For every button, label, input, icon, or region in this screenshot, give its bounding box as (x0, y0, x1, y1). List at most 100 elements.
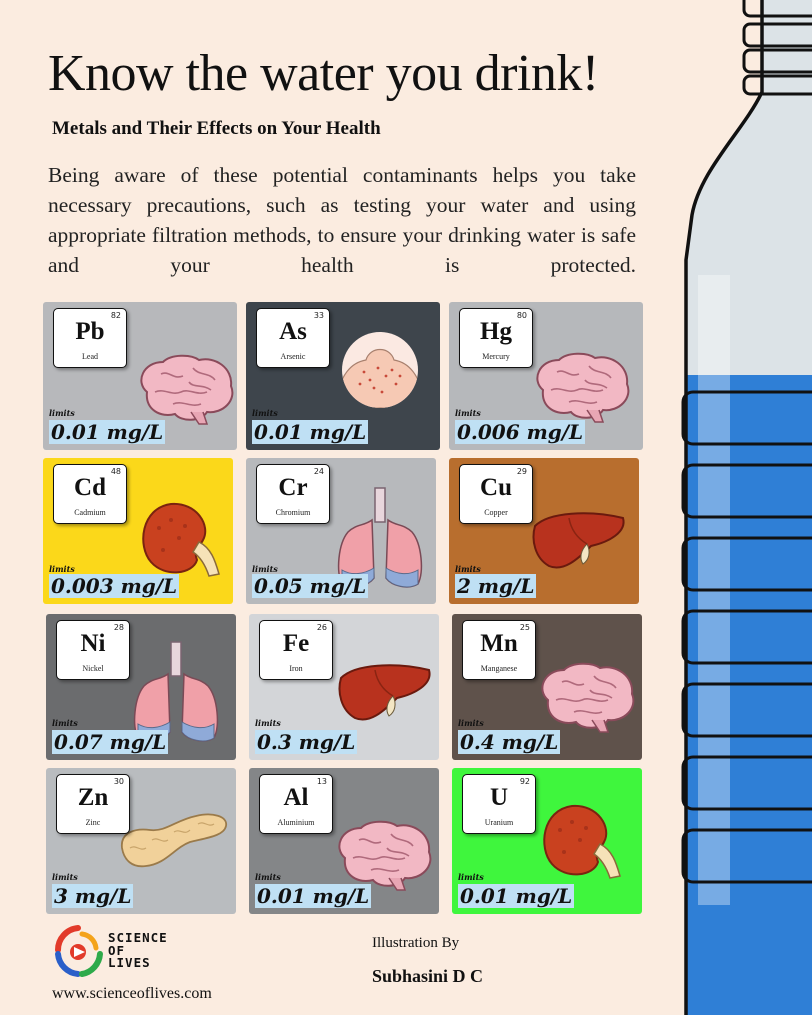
element-tile: 29 Cu Copper (459, 464, 533, 524)
atomic-number: 33 (313, 311, 324, 320)
limit-value: 0.006 mg/L (455, 420, 586, 444)
limits-label: limits (49, 408, 75, 418)
atomic-number: 82 (110, 311, 121, 320)
brain-icon (529, 350, 633, 428)
limits-label: limits (255, 718, 281, 728)
brain-icon (534, 660, 638, 738)
limits-label: limits (52, 718, 78, 728)
limit-value: 0.003 mg/L (49, 574, 180, 598)
kidney-icon (135, 498, 225, 584)
atomic-number: 24 (313, 467, 324, 476)
element-symbol: As (279, 318, 307, 345)
element-symbol: Cd (74, 474, 106, 501)
element-name: Copper (484, 508, 508, 517)
element-tile: 28 Ni Nickel (56, 620, 130, 680)
element-symbol: Mn (480, 630, 518, 657)
element-name: Arsenic (280, 352, 306, 361)
metal-card-chromium: 24 Cr Chromium limits 0.05 mg/L (246, 458, 436, 604)
limit-value: 0.01 mg/L (252, 420, 369, 444)
limit-value: 0.01 mg/L (458, 884, 575, 908)
element-tile: 82 Pb Lead (53, 308, 127, 368)
element-symbol: Cr (278, 474, 308, 501)
limit-value: 0.07 mg/L (52, 730, 169, 754)
element-symbol: Ni (80, 630, 106, 657)
limit-value: 0.01 mg/L (49, 420, 166, 444)
element-tile: 25 Mn Manganese (462, 620, 536, 680)
element-tile: 26 Fe Iron (259, 620, 333, 680)
water-bottle-illustration (681, 0, 812, 1015)
element-name: Chromium (275, 508, 311, 517)
science-of-lives-logo (54, 925, 103, 977)
brain-icon (133, 352, 237, 430)
limits-label: limits (252, 564, 278, 574)
description-paragraph: Being aware of these potential contamina… (48, 163, 636, 277)
element-symbol: Cu (480, 474, 512, 501)
element-symbol: Al (283, 784, 309, 811)
brain-icon (331, 818, 435, 896)
limits-label: limits (49, 564, 75, 574)
metal-card-arsenic: 33 As Arsenic limits 0.01 mg/L (246, 302, 440, 450)
metal-card-manganese: 25 Mn Manganese limits 0.4 mg/L (452, 614, 642, 760)
element-name: Lead (82, 352, 98, 361)
atomic-number: 26 (316, 623, 327, 632)
element-tile: 13 Al Aluminium (259, 774, 333, 834)
atomic-number: 80 (516, 311, 527, 320)
element-symbol: Fe (282, 630, 310, 657)
limit-value: 0.01 mg/L (255, 884, 372, 908)
element-symbol: Pb (75, 318, 105, 345)
element-tile: 92 U Uranium (462, 774, 536, 834)
element-tile: 33 As Arsenic (256, 308, 330, 368)
limit-value: 0.05 mg/L (252, 574, 369, 598)
metal-card-nickel: 28 Ni Nickel limits 0.07 mg/L (46, 614, 236, 760)
metal-card-copper: 29 Cu Copper limits 2 mg/L (449, 458, 639, 604)
element-name: Cadmium (74, 508, 106, 517)
element-name: Zinc (85, 818, 101, 827)
limits-label: limits (52, 872, 78, 882)
element-tile: 48 Cd Cadmium (53, 464, 127, 524)
element-name: Manganese (480, 664, 518, 673)
element-name: Nickel (82, 664, 104, 673)
liver-icon (529, 506, 629, 580)
element-symbol: U (489, 784, 509, 811)
logo-text: SCIENCE OF LIVES (108, 930, 168, 970)
page-title: Know the water you drink! (48, 45, 599, 102)
element-name: Uranium (484, 818, 514, 827)
element-tile: 24 Cr Chromium (256, 464, 330, 524)
website-url: www.scienceoflives.com (52, 985, 212, 1002)
limits-label: limits (455, 564, 481, 574)
limits-label: limits (455, 408, 481, 418)
liver-icon (335, 658, 435, 732)
atomic-number: 25 (519, 623, 530, 632)
illustrator-name: Subhasini D C (372, 966, 484, 986)
element-tile: 30 Zn Zinc (56, 774, 130, 834)
limit-value: 0.3 mg/L (255, 730, 358, 754)
atomic-number: 92 (519, 777, 530, 786)
metal-card-cadmium: 48 Cd Cadmium limits 0.003 mg/L (43, 458, 233, 604)
limit-value: 0.4 mg/L (458, 730, 561, 754)
metal-card-iron: 26 Fe Iron limits 0.3 mg/L (249, 614, 439, 760)
limit-value: 2 mg/L (455, 574, 537, 598)
kidney-icon (536, 800, 626, 886)
element-symbol: Zn (77, 784, 109, 811)
element-symbol: Hg (480, 318, 512, 345)
element-tile: 80 Hg Mercury (459, 308, 533, 368)
metal-card-lead: 82 Pb Lead limits 0.01 mg/L (43, 302, 237, 450)
limits-label: limits (458, 872, 484, 882)
limits-label: limits (458, 718, 484, 728)
metal-card-uranium: 92 U Uranium limits 0.01 mg/L (452, 768, 642, 914)
limits-label: limits (252, 408, 278, 418)
skin-icon (334, 332, 426, 412)
limits-label: limits (255, 872, 281, 882)
metal-card-aluminium: 13 Al Aluminium limits 0.01 mg/L (249, 768, 439, 914)
atomic-number: 29 (516, 467, 527, 476)
atomic-number: 48 (110, 467, 121, 476)
illustration-credit-label: Illustration By (372, 935, 460, 951)
pancreas-icon (116, 808, 232, 874)
limit-value: 3 mg/L (52, 884, 134, 908)
page-subtitle: Metals and Their Effects on Your Health (52, 118, 381, 139)
atomic-number: 28 (113, 623, 124, 632)
atomic-number: 13 (316, 777, 327, 786)
atomic-number: 30 (113, 777, 124, 786)
element-name: Iron (289, 664, 303, 673)
metal-card-zinc: 30 Zn Zinc limits 3 mg/L (46, 768, 236, 914)
